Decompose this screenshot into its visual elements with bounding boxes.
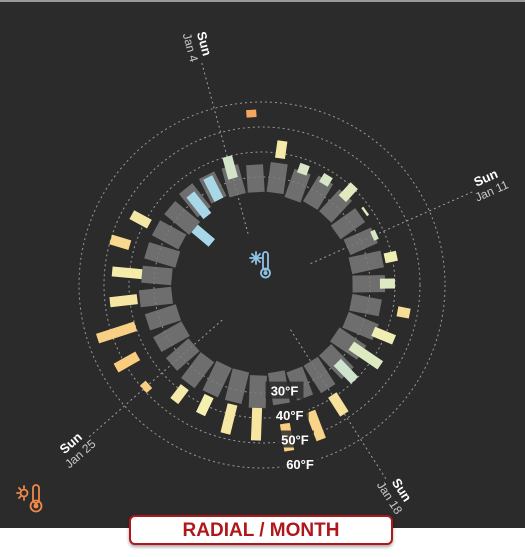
normal-range-bar bbox=[246, 164, 265, 193]
recorded-bar bbox=[203, 175, 224, 202]
recorded-bar bbox=[333, 358, 359, 384]
recorded-bar bbox=[371, 326, 396, 345]
recorded-bar bbox=[170, 384, 189, 405]
ring-labels: 30°F 40°F 50°F 60°F bbox=[265, 381, 319, 472]
sun-thermometer-icon bbox=[16, 484, 43, 513]
recorded-bar bbox=[348, 341, 384, 370]
recorded-bar bbox=[111, 266, 143, 280]
view-mode-badge[interactable]: RADIAL / MONTH bbox=[129, 515, 393, 545]
recorded-bar bbox=[220, 403, 238, 435]
ring-50 bbox=[103, 126, 421, 444]
recorded-bar bbox=[328, 392, 349, 417]
recorded-bar bbox=[113, 351, 141, 373]
normal-range-bar bbox=[165, 338, 200, 371]
ring-label-bg bbox=[275, 430, 314, 448]
recorded-bar bbox=[370, 229, 379, 241]
recorded-bar bbox=[129, 210, 152, 229]
normal-range-bar bbox=[202, 360, 232, 398]
ring-label: 50°F bbox=[281, 433, 309, 448]
normal-range-bar bbox=[352, 275, 386, 293]
normal-range-bar bbox=[348, 250, 384, 275]
recorded-bar bbox=[319, 173, 333, 187]
ring-label: 30°F bbox=[271, 384, 299, 399]
ring-60 bbox=[78, 101, 446, 469]
normal-range-bar bbox=[138, 286, 173, 308]
recorded-bar bbox=[361, 206, 370, 217]
recorded-bar bbox=[305, 409, 326, 442]
normal-range-bar bbox=[248, 375, 267, 409]
recorded-bar bbox=[246, 109, 257, 118]
recorded-bar bbox=[196, 393, 214, 417]
normal-range-bar bbox=[343, 227, 378, 256]
recorded-bar bbox=[191, 224, 215, 247]
recorded-bar bbox=[140, 380, 153, 393]
ring-label-bg bbox=[281, 455, 319, 472]
snowflake-thermometer-icon bbox=[249, 251, 271, 279]
normal-range-bar bbox=[144, 304, 181, 331]
recorded-bar bbox=[109, 294, 138, 308]
recorded-bar bbox=[379, 278, 395, 289]
recorded-bar bbox=[222, 155, 238, 180]
normal-range-bar bbox=[303, 356, 336, 394]
ring-40 bbox=[128, 151, 396, 419]
recorded-bar bbox=[275, 140, 288, 159]
recorded-bar bbox=[109, 234, 132, 250]
ring-label: 60°F bbox=[286, 457, 314, 472]
normal-range-bar bbox=[151, 220, 187, 250]
ring-label-bg bbox=[270, 406, 309, 424]
normal-range-bar bbox=[224, 368, 250, 404]
ring-label: 40°F bbox=[276, 408, 304, 423]
recorded-bar bbox=[96, 321, 138, 344]
recorded-bar bbox=[250, 407, 263, 441]
normal-range-bar bbox=[181, 352, 215, 389]
normal-range-bar bbox=[349, 293, 382, 317]
normal-range-bar bbox=[330, 208, 366, 240]
normal-range-bar bbox=[164, 201, 201, 235]
normal-range-bar bbox=[153, 321, 190, 352]
normal-range-bar bbox=[141, 265, 173, 286]
recorded-bar bbox=[186, 191, 212, 220]
ring-label-bg bbox=[265, 381, 304, 399]
marker-day: Sun bbox=[194, 30, 215, 58]
chart-panel: Sun Jan 4 Sun Jan 11 Sun Jan 18 Sun Jan 25 30°F… bbox=[0, 0, 525, 528]
recorded-bar bbox=[396, 306, 411, 319]
recorded-bar bbox=[383, 250, 398, 264]
normal-range-bar bbox=[266, 162, 288, 195]
recorded-bar bbox=[338, 182, 358, 202]
recorded-bar bbox=[297, 162, 310, 176]
normal-range-bar bbox=[342, 311, 379, 341]
normal-range-bar bbox=[284, 168, 311, 203]
normal-range-bar bbox=[144, 242, 181, 268]
